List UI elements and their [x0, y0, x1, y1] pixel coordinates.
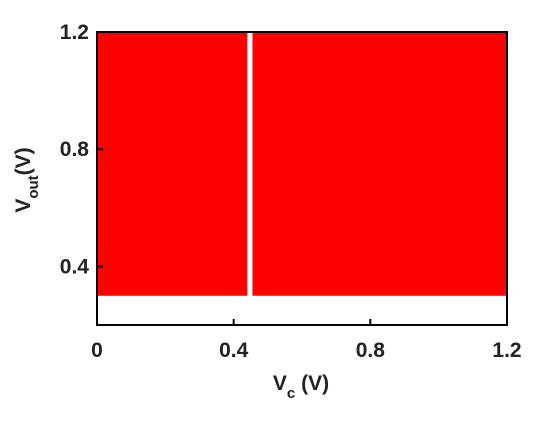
y-tick-label: 0.4 [60, 255, 90, 278]
y-label-subscript: out [25, 175, 42, 198]
y-label-symbol: V [12, 199, 35, 213]
y-label-unit: (V) [12, 147, 35, 175]
x-label-symbol: V [273, 372, 287, 395]
x-tick-label: 0.4 [219, 339, 249, 362]
x-axis-label: Vc (V) [273, 372, 329, 402]
x-label-unit: (V) [301, 372, 329, 395]
x-tick-label: 1.2 [492, 339, 521, 362]
x-label-subscript: c [287, 385, 295, 402]
oscillation-band [97, 32, 248, 296]
oscillation-band [252, 32, 507, 296]
x-tick-label: 0 [91, 339, 103, 362]
plot-frame [96, 31, 508, 326]
y-tick-label: 0.8 [60, 138, 90, 161]
y-axis-label: Vout(V) [12, 147, 42, 212]
y-tick-label: 1.2 [60, 21, 89, 44]
x-tick-label: 0.8 [356, 339, 386, 362]
